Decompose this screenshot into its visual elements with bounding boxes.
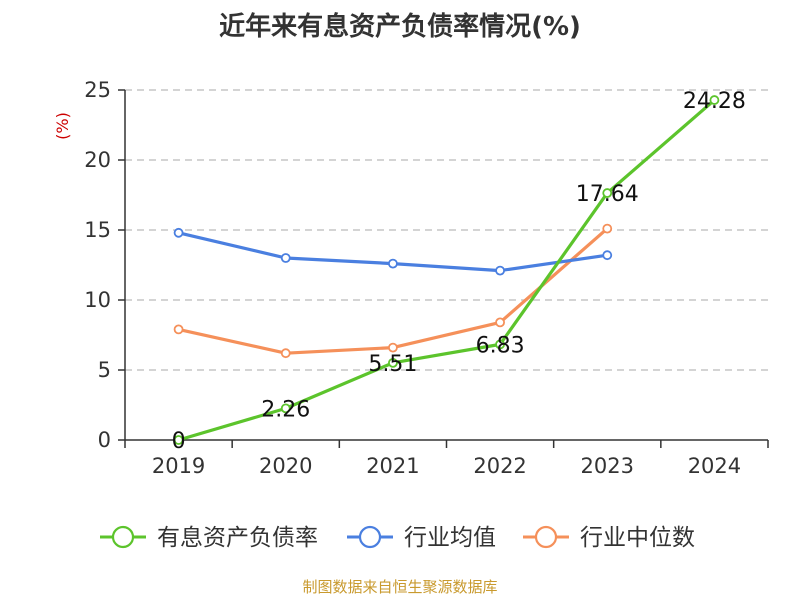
data-labels: 0 2.26 5.51 6.83 17.64 24.28 bbox=[172, 89, 746, 454]
legend-swatch-marker bbox=[358, 525, 382, 549]
data-point bbox=[388, 258, 398, 269]
y-tick-label: 0 bbox=[98, 428, 111, 452]
x-tick-label: 2022 bbox=[473, 454, 526, 478]
legend: 有息资产负债率 行业均值 行业中位数 bbox=[100, 525, 695, 551]
data-point bbox=[388, 342, 398, 353]
data-point bbox=[709, 95, 720, 105]
grid-lines bbox=[125, 89, 768, 371]
x-tick-label: 2019 bbox=[152, 454, 205, 478]
data-point bbox=[173, 324, 184, 335]
y-tick-label: 15 bbox=[84, 218, 111, 242]
y-tick-label: 5 bbox=[98, 358, 111, 382]
data-point bbox=[602, 188, 613, 198]
x-tick-label: 2021 bbox=[366, 454, 419, 478]
data-label: 6.83 bbox=[476, 333, 525, 358]
data-label: 5.51 bbox=[368, 352, 417, 377]
x-tick-label: 2020 bbox=[259, 454, 312, 478]
data-label: 2.26 bbox=[261, 397, 310, 422]
legend-label: 有息资产负债率 bbox=[157, 525, 318, 551]
data-point bbox=[280, 403, 291, 414]
chart-title: 近年来有息资产负债率情况(%) bbox=[219, 11, 581, 42]
legend-label: 行业中位数 bbox=[580, 525, 695, 551]
data-point bbox=[173, 435, 184, 445]
data-point bbox=[602, 250, 613, 261]
data-point bbox=[495, 317, 505, 328]
legend-swatch-marker bbox=[534, 525, 558, 549]
data-point bbox=[495, 265, 505, 276]
data-point bbox=[173, 227, 184, 238]
y-tick-label: 25 bbox=[84, 78, 111, 102]
x-tick-label: 2024 bbox=[688, 454, 741, 478]
series-line bbox=[178, 98, 716, 442]
series-lines bbox=[173, 95, 720, 445]
y-tick-label: 10 bbox=[84, 288, 111, 312]
data-point bbox=[280, 253, 291, 263]
data-label: 17.64 bbox=[576, 182, 639, 207]
data-point bbox=[280, 348, 291, 359]
data-point bbox=[495, 339, 505, 350]
source-note: 制图数据来自恒生聚源数据库 bbox=[302, 578, 497, 596]
data-point bbox=[602, 223, 613, 234]
y-tick-label: 20 bbox=[84, 148, 111, 172]
data-label: 24.28 bbox=[683, 89, 746, 114]
data-point bbox=[388, 357, 398, 368]
y-axis-unit: (%) bbox=[53, 112, 72, 140]
x-tick-label: 2023 bbox=[581, 454, 634, 478]
legend-swatch-marker bbox=[111, 525, 135, 549]
data-label: 0 bbox=[172, 429, 186, 454]
axes: 0 5 10 15 20 25 2019 2020 2021 2022 2023 2024 bbox=[84, 78, 769, 478]
legend-label: 行业均值 bbox=[404, 525, 496, 551]
